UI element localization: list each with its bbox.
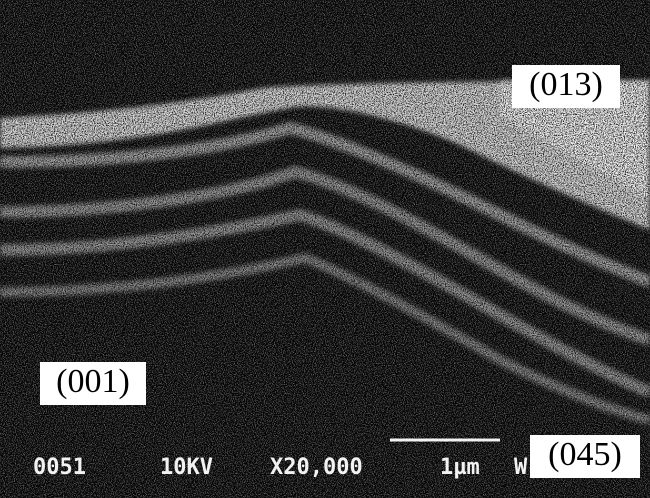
image-number: 0051 xyxy=(33,455,86,480)
micrograph: 0051 10KV X20,000 1µm W (013) (001) (045… xyxy=(0,0,650,498)
facet-label: (001) xyxy=(56,363,130,400)
magnification: X20,000 xyxy=(270,455,363,480)
mode: W xyxy=(514,455,528,480)
facet-label: (013) xyxy=(529,66,603,103)
scale-length: 1µm xyxy=(440,455,480,480)
voltage: 10KV xyxy=(160,455,213,480)
facet-label: (045) xyxy=(548,436,622,473)
